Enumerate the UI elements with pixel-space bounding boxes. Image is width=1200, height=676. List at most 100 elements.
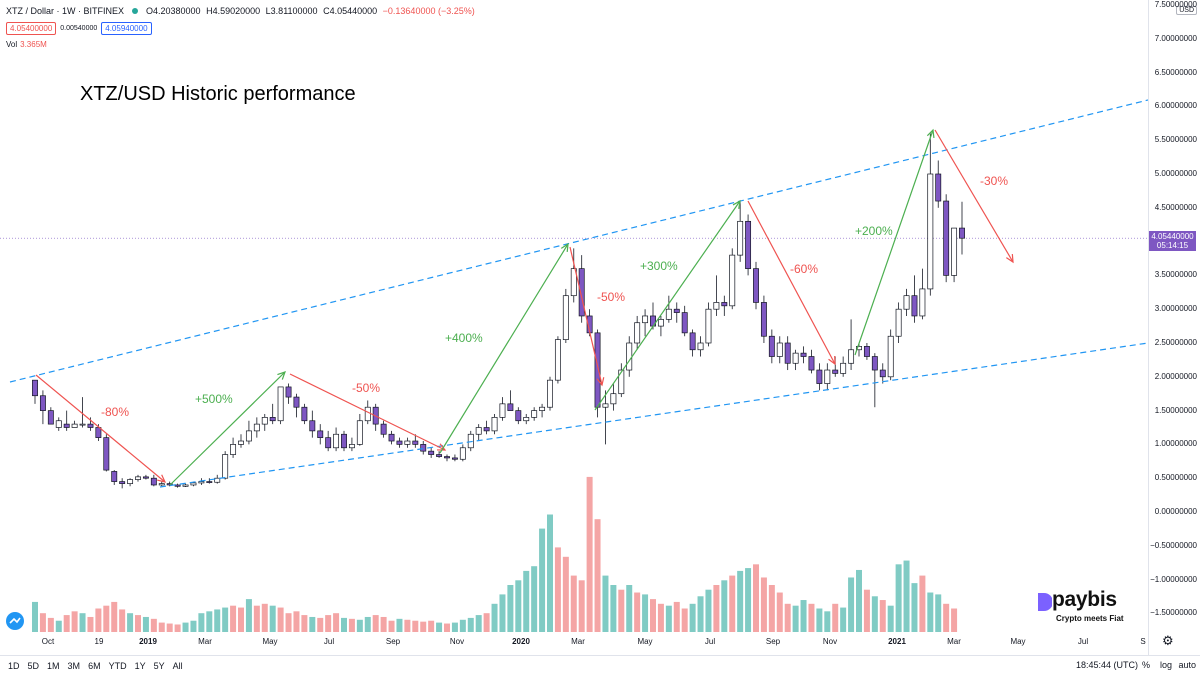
range-ytd-button[interactable]: YTD bbox=[108, 661, 127, 671]
candle-body bbox=[959, 227, 965, 239]
sell-price-button[interactable]: 4.05400000 bbox=[6, 22, 57, 35]
candle-body bbox=[158, 483, 165, 486]
volume-bar bbox=[103, 605, 110, 632]
candle-body bbox=[602, 403, 609, 408]
candle-body bbox=[824, 369, 831, 384]
volume-bar bbox=[198, 613, 205, 632]
utc-clock[interactable]: 18:45:44 (UTC) bbox=[1075, 660, 1138, 670]
symbol-title[interactable]: XTZ / Dollar · 1W · BITFINEX bbox=[6, 6, 125, 16]
buy-price-button[interactable]: 4.05940000 bbox=[101, 22, 152, 35]
candle-body bbox=[737, 220, 744, 256]
range-1m-button[interactable]: 1M bbox=[47, 661, 60, 671]
range-1d-button[interactable]: 1D bbox=[8, 661, 20, 671]
volume-label: Vol bbox=[6, 40, 18, 49]
candle-body bbox=[127, 479, 134, 484]
candle-body bbox=[150, 477, 157, 486]
time-tick-label: May bbox=[262, 637, 278, 646]
volume-bar bbox=[301, 615, 308, 632]
candle-body bbox=[760, 302, 767, 337]
log-scale-button[interactable]: log bbox=[1159, 660, 1172, 670]
candle-body bbox=[507, 403, 514, 411]
gain-arrow-4 bbox=[854, 129, 934, 356]
range-3m-button[interactable]: 3M bbox=[67, 661, 81, 671]
paybis-logo-name: paybis bbox=[1052, 588, 1117, 611]
candle-body bbox=[642, 315, 649, 324]
time-tick-label: 2019 bbox=[139, 637, 157, 646]
range-6m-button[interactable]: 6M bbox=[88, 661, 101, 671]
candle-body bbox=[253, 423, 260, 432]
open-value: O4.20380000 bbox=[146, 6, 201, 16]
volume-bar bbox=[697, 596, 704, 632]
volume-bar bbox=[927, 592, 934, 632]
candle-body bbox=[935, 173, 942, 202]
bar-countdown: 05:14:15 bbox=[1156, 241, 1189, 250]
volume-bar bbox=[784, 603, 791, 632]
volume-bar bbox=[547, 514, 553, 632]
volume-bar bbox=[135, 615, 141, 632]
price-axis[interactable]: USD 7.50000000 7.00000000 6.50000000 6.0000… bbox=[1148, 0, 1200, 655]
gain-arrow-2 bbox=[439, 243, 569, 454]
settings-gear-icon[interactable]: ⚙ bbox=[1162, 633, 1174, 648]
candle-body bbox=[713, 302, 720, 310]
candle-body bbox=[79, 423, 86, 426]
candle-body bbox=[364, 406, 371, 422]
range-1y-button[interactable]: 1Y bbox=[134, 661, 146, 671]
volume-bar bbox=[428, 620, 435, 632]
volume-value: 3.365M bbox=[20, 40, 47, 49]
price-tick-label: 5.50000000 bbox=[1154, 135, 1197, 145]
volume-bar bbox=[325, 615, 332, 632]
time-tick-label: Jul bbox=[1077, 637, 1089, 646]
candle-body bbox=[301, 406, 308, 422]
range-5d-button[interactable]: 5D bbox=[27, 661, 40, 671]
candle-body bbox=[523, 417, 530, 422]
volume-bar bbox=[911, 583, 918, 632]
candle-body bbox=[475, 427, 482, 435]
chart-area[interactable] bbox=[0, 0, 1148, 655]
auto-scale-button[interactable]: auto bbox=[1178, 660, 1196, 670]
volume-bar bbox=[79, 613, 86, 632]
drop-arrow-3-head bbox=[596, 377, 605, 387]
candle-body bbox=[467, 433, 474, 449]
candle-body bbox=[871, 356, 878, 371]
candle-body bbox=[71, 423, 78, 428]
range-all-button[interactable]: All bbox=[172, 661, 183, 671]
candle-body bbox=[753, 268, 759, 303]
candle-body bbox=[214, 477, 221, 483]
candle-body bbox=[681, 312, 688, 334]
volume-bar bbox=[475, 615, 482, 632]
time-tick-label: Sep bbox=[385, 637, 401, 646]
volume-bar bbox=[602, 575, 609, 632]
candle-body bbox=[222, 454, 229, 479]
low-value: L3.81100000 bbox=[265, 6, 318, 16]
gain-arrow-1 bbox=[169, 371, 286, 486]
volume-legend[interactable]: Vol 3.365M bbox=[6, 40, 47, 49]
gain-arrow-1-head bbox=[277, 371, 286, 380]
percent-scale-button[interactable]: % bbox=[1141, 660, 1150, 670]
candle-body bbox=[634, 322, 641, 344]
candlestick-chart[interactable] bbox=[0, 0, 1148, 655]
volume-bar bbox=[879, 600, 886, 632]
candle-body bbox=[39, 395, 46, 411]
time-tick-label: Sep bbox=[765, 637, 781, 646]
volume-bar bbox=[293, 611, 300, 632]
volume-bar bbox=[570, 575, 577, 632]
currency-badge[interactable]: USD bbox=[1176, 6, 1197, 15]
volume-bar bbox=[650, 599, 656, 632]
range-5y-button[interactable]: 5Y bbox=[153, 661, 165, 671]
channel-upper-line bbox=[9, 99, 1148, 383]
candle-body bbox=[444, 456, 450, 459]
tradingview-logo-icon[interactable] bbox=[6, 612, 24, 630]
price-tick-label: 1.50000000 bbox=[1154, 405, 1197, 415]
candle-body bbox=[927, 173, 934, 290]
candle-body bbox=[903, 295, 910, 310]
drop-arrow-5-head bbox=[1006, 253, 1014, 264]
candle-body bbox=[420, 444, 427, 452]
candle-body bbox=[119, 481, 126, 484]
volume-bar bbox=[657, 603, 664, 632]
channel-lower-line bbox=[159, 342, 1148, 488]
volume-bar bbox=[713, 585, 720, 632]
volume-bar bbox=[436, 622, 443, 632]
volume-bar bbox=[729, 575, 736, 632]
candle-body bbox=[245, 430, 252, 442]
gain-arrow-3-head bbox=[732, 199, 741, 209]
